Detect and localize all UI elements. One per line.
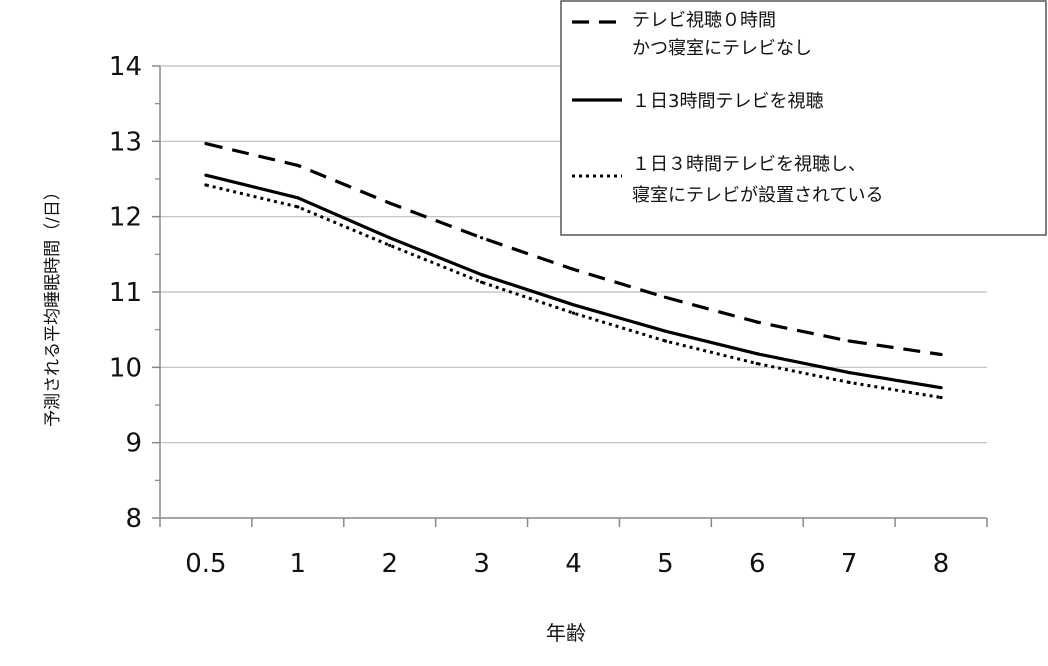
- data-point: [847, 371, 851, 375]
- x-tick-label: 7: [841, 549, 858, 579]
- data-point: [480, 236, 484, 240]
- legend-label: １日３時間テレビを視聴し、寝室にテレビが設置されている: [632, 154, 883, 206]
- data-point: [755, 352, 759, 356]
- x-tick-label: 5: [657, 549, 674, 579]
- y-tick-labels: 8 9 10 11 12 13 14: [109, 52, 142, 534]
- data-point: [663, 295, 667, 299]
- y-tick-label: 13: [109, 127, 142, 157]
- x-tick-labels: 0.5 1 2 3 4 5 6 7 8: [185, 549, 949, 579]
- data-point: [663, 329, 667, 333]
- y-tick-label: 10: [109, 353, 142, 383]
- data-point: [388, 236, 392, 240]
- data-point: [847, 339, 851, 343]
- data-point: [939, 386, 943, 390]
- x-tick-label: 1: [290, 549, 307, 579]
- y-axis-label: 予測される平均睡眠時間（/日）: [43, 183, 63, 427]
- axes: [152, 65, 988, 527]
- x-tick-label: 8: [933, 549, 950, 579]
- data-point: [571, 303, 576, 307]
- data-point: [204, 183, 208, 187]
- x-tick-label: 4: [565, 549, 582, 579]
- legend-label: テレビ視聴０時間かつ寝室にテレビなし: [632, 10, 812, 59]
- data-point: [204, 173, 208, 177]
- y-tick-label: 9: [125, 429, 142, 459]
- legend-label: １日3時間テレビを視聴: [632, 91, 823, 112]
- x-tick-label: 2: [381, 549, 398, 579]
- series-lines: [204, 141, 943, 400]
- legend: テレビ視聴０時間かつ寝室にテレビなし １日3時間テレビを視聴 １日３時間テレビを視聴…: [560, 0, 1047, 236]
- data-point: [204, 141, 208, 146]
- data-point: [571, 267, 576, 271]
- data-point: [939, 352, 943, 357]
- series-line-dotted: [205, 183, 942, 399]
- data-point: [296, 163, 300, 168]
- data-point: [480, 280, 484, 284]
- data-point: [571, 311, 576, 315]
- data-point: [296, 205, 300, 209]
- data-point: [663, 339, 667, 343]
- data-point: [388, 201, 392, 205]
- x-axis-label: 年齢: [546, 621, 586, 645]
- y-tick-label: 12: [109, 203, 142, 233]
- y-tick-label: 11: [109, 278, 142, 308]
- x-tick-label: 6: [749, 549, 766, 579]
- y-tick-label: 14: [109, 52, 142, 82]
- data-point: [388, 243, 392, 247]
- data-point: [296, 196, 300, 200]
- x-tick-label: 3: [473, 549, 490, 579]
- y-tick-label: 8: [125, 504, 142, 534]
- x-tick-label: 0.5: [185, 549, 226, 579]
- legend-box: [560, 0, 1047, 236]
- data-point: [755, 320, 759, 324]
- data-point: [847, 380, 851, 384]
- data-point: [939, 395, 943, 400]
- data-point: [755, 361, 759, 366]
- data-point: [480, 273, 484, 277]
